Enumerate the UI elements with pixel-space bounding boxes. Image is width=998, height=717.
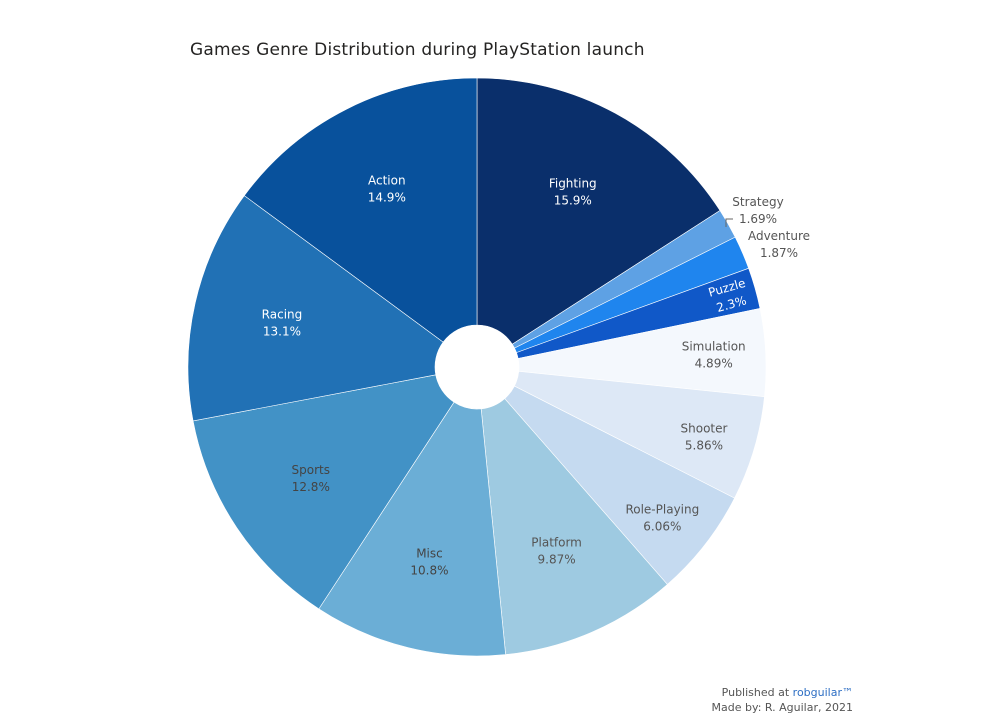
slice-sports[interactable] (192, 374, 455, 610)
slice-value-simulation: 4.89% (695, 357, 733, 371)
chart-title: Games Genre Distribution during PlayStat… (190, 40, 645, 60)
slice-platform[interactable] (480, 398, 668, 655)
slice-label-shooter: Shooter 5.86% (681, 421, 728, 452)
slice-value-misc: 10.8% (410, 563, 448, 577)
slice-label-action: Action 14.9% (368, 173, 406, 204)
slice-name-shooter: Shooter (681, 421, 728, 435)
slice-label-simulation: Simulation 4.89% (682, 340, 746, 371)
slice-value-shooter: 5.86% (685, 438, 723, 452)
slice-name-racing: Racing (262, 308, 303, 322)
slice-name-adventure: Adventure (748, 229, 810, 243)
slice-value-adventure: 1.87% (760, 246, 798, 260)
slice-label-fighting: Fighting 15.9% (549, 176, 597, 207)
slice-value-sports: 12.8% (292, 480, 330, 494)
slice-value-fighting: 15.9% (554, 193, 592, 207)
slice-value-action: 14.9% (368, 190, 406, 204)
slice-label-strategy: Strategy 1.69% (732, 195, 783, 226)
brand-link[interactable]: robguilar™ (792, 686, 853, 699)
slice-value-platform: 9.87% (538, 552, 576, 566)
slice-name-role-playing: Role-Playing (625, 502, 699, 516)
slice-label-sports: Sports 12.8% (292, 463, 330, 494)
slice-name-misc: Misc (416, 546, 443, 560)
footer: Published at robguilar™ Made by: R. Agui… (712, 685, 853, 715)
slice-misc[interactable] (318, 401, 506, 657)
slice-name-fighting: Fighting (549, 176, 597, 190)
slice-label-role-playing: Role-Playing 6.06% (625, 502, 699, 533)
slice-name-platform: Platform (531, 535, 582, 549)
leader-line-strategy (725, 218, 733, 227)
slice-value-racing: 13.1% (263, 325, 301, 339)
slice-name-sports: Sports (292, 463, 330, 477)
published-line: Published at robguilar™ (712, 685, 853, 700)
slice-label-racing: Racing 13.1% (262, 308, 303, 339)
slice-name-strategy: Strategy (732, 195, 783, 209)
slice-name-action: Action (368, 173, 406, 187)
made-by: Made by: R. Aguilar, 2021 (711, 701, 853, 714)
slice-label-adventure: Adventure 1.87% (748, 229, 810, 260)
slice-action[interactable] (243, 77, 478, 343)
slice-name-simulation: Simulation (682, 340, 746, 354)
slice-value-strategy: 1.69% (739, 212, 777, 226)
slice-value-role-playing: 6.06% (643, 519, 681, 533)
slice-label-platform: Platform 9.87% (531, 535, 582, 566)
slice-fighting[interactable] (476, 77, 721, 345)
slice-label-misc: Misc 10.8% (410, 546, 448, 577)
published-prefix: Published at (721, 686, 793, 699)
slice-racing[interactable] (187, 195, 444, 422)
